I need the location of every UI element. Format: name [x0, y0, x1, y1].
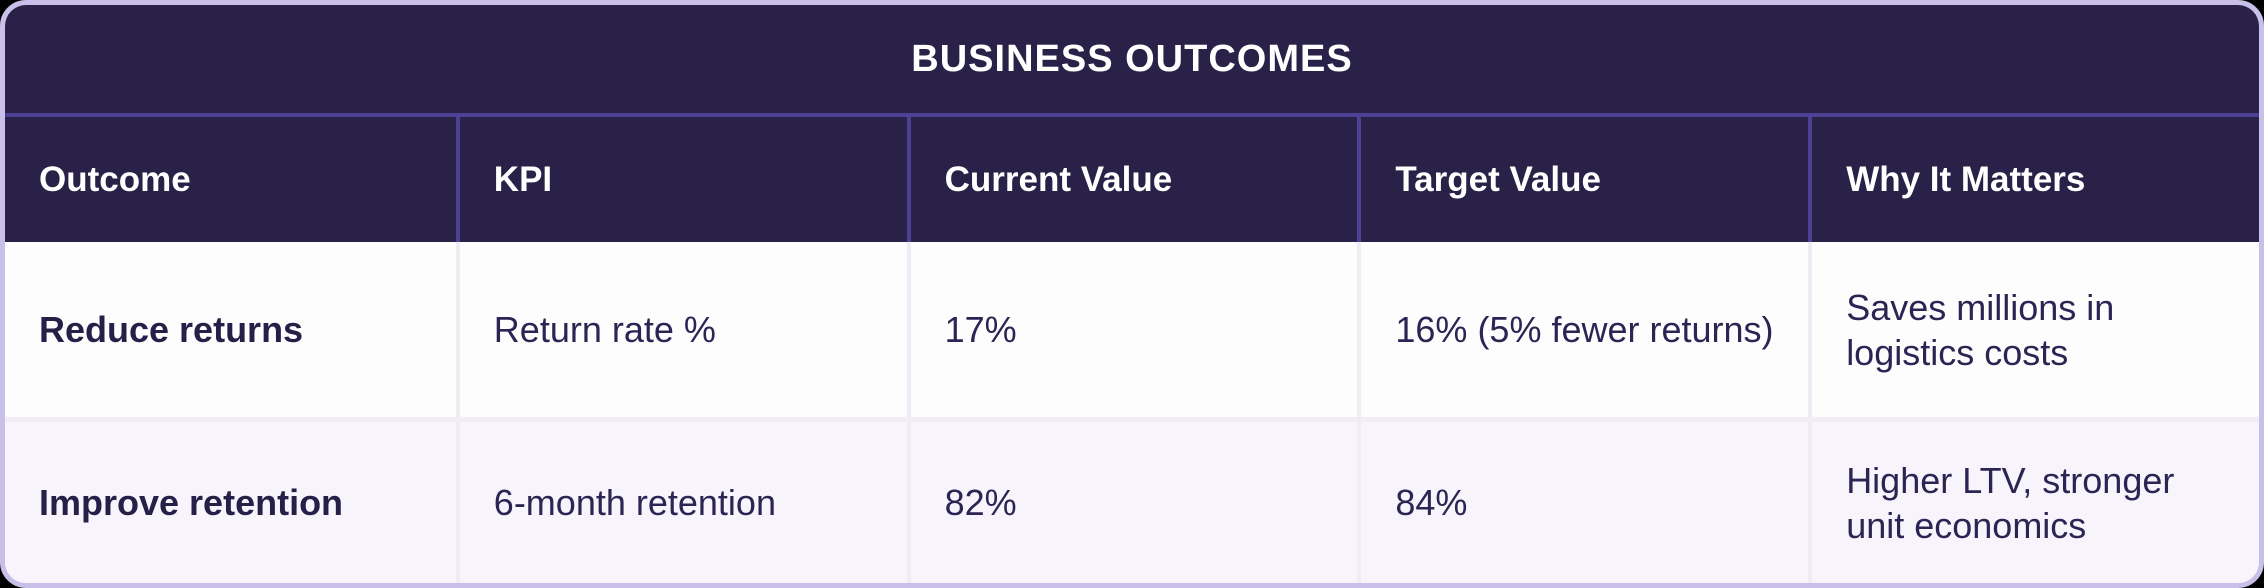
cell-kpi: Return rate %: [455, 242, 907, 417]
cell-target-value: 84%: [1357, 422, 1808, 583]
table-row-improve-retention: Improve retention 6-month retention 82% …: [5, 417, 2259, 583]
cell-outcome: Improve retention: [39, 482, 344, 523]
column-header-current-value: Current Value: [906, 117, 1358, 242]
cell-current-value: 82%: [906, 422, 1358, 583]
cell-kpi: 6-month retention: [455, 422, 907, 583]
cell-why-it-matters: Higher LTV, stronger unit economics: [1808, 422, 2259, 583]
cell-why-it-matters: Saves millions in logistics costs: [1808, 242, 2259, 417]
cell-target-value: 16% (5% fewer returns): [1357, 242, 1808, 417]
column-header-target-value: Target Value: [1357, 117, 1808, 242]
table-title-band: BUSINESS OUTCOMES: [5, 5, 2259, 113]
cell-outcome: Reduce returns: [39, 309, 304, 350]
column-header-outcome: Outcome: [39, 159, 191, 199]
table-header-row: Outcome KPI Current Value Target Value W…: [5, 113, 2259, 242]
table-title: BUSINESS OUTCOMES: [911, 37, 1353, 80]
cell-current-value: 17%: [906, 242, 1358, 417]
column-header-why-it-matters: Why It Matters: [1808, 117, 2259, 242]
column-header-kpi: KPI: [455, 117, 907, 242]
table-row-reduce-returns: Reduce returns Return rate % 17% 16% (5%…: [5, 242, 2259, 417]
